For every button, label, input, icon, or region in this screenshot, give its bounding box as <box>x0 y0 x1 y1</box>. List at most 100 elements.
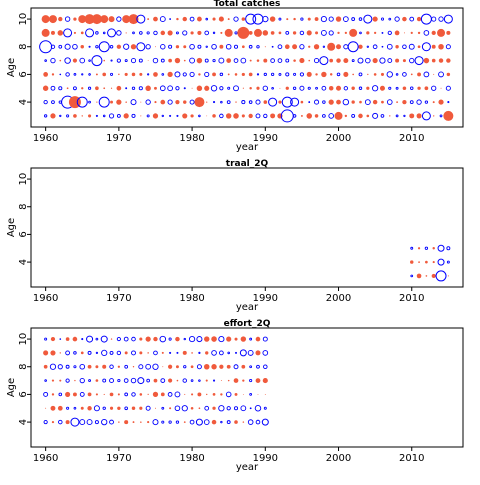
residual-point-negative <box>233 378 239 383</box>
chart-panel-1: Total catches 1960 1970 1980 1990 2000 2010 4 6 8… <box>6 0 464 153</box>
residual-point-negative <box>41 15 50 24</box>
residual-point-positive <box>204 405 210 411</box>
chart-title: effort_2Q <box>224 319 271 329</box>
residual-point-positive <box>174 71 181 78</box>
residual-point-positive <box>204 71 210 77</box>
residual-point-positive <box>131 392 136 397</box>
residual-point-positive <box>322 100 326 104</box>
residual-point-negative <box>241 17 246 21</box>
residual-point-negative <box>176 17 179 21</box>
residual-point-positive <box>446 260 450 264</box>
residual-point-negative <box>131 72 136 77</box>
residual-point-positive <box>189 419 195 425</box>
residual-point-negative <box>447 275 449 277</box>
residual-point-negative <box>279 87 281 89</box>
residual-point-negative <box>314 17 319 21</box>
residual-point-positive <box>364 99 371 105</box>
residual-point-positive <box>167 99 173 105</box>
residual-point-positive <box>233 16 239 22</box>
residual-point-positive <box>98 41 110 53</box>
residual-point-negative <box>124 72 128 76</box>
y-tick-label: 8 <box>18 44 29 50</box>
residual-point-positive <box>313 57 320 64</box>
x-tick-label: 1960 <box>33 453 58 464</box>
residual-point-positive <box>146 31 150 35</box>
residual-point-positive <box>159 85 166 92</box>
residual-point-positive <box>395 114 399 118</box>
residual-point-negative <box>103 87 106 90</box>
residual-point-positive <box>123 378 129 383</box>
residual-point-positive <box>380 114 385 118</box>
residual-point-negative <box>100 15 109 24</box>
residual-point-negative <box>45 407 47 409</box>
residual-point-positive <box>225 391 232 398</box>
residual-point-positive <box>438 71 444 78</box>
residual-point-positive <box>278 72 282 76</box>
residual-point-positive <box>175 86 180 91</box>
residual-point-positive <box>176 351 179 354</box>
residual-point-negative <box>43 364 48 369</box>
residual-point-negative <box>139 351 143 355</box>
residual-point-positive <box>116 58 121 63</box>
residual-point-positive <box>109 419 114 425</box>
residual-point-positive <box>50 85 56 91</box>
residual-point-positive <box>86 335 94 343</box>
plot-frame <box>30 167 464 288</box>
residual-point-positive <box>423 30 430 36</box>
residual-point-negative <box>167 71 173 78</box>
residual-point-negative <box>321 71 327 78</box>
residual-point-positive <box>188 335 196 343</box>
residual-point-negative <box>72 392 77 397</box>
residual-point-negative <box>206 101 208 103</box>
residual-point-negative <box>367 73 369 76</box>
residual-point-negative <box>167 30 173 36</box>
residual-point-negative <box>329 73 333 76</box>
residual-point-positive <box>85 28 95 38</box>
residual-point-positive <box>195 418 203 426</box>
residual-point-positive <box>44 337 48 341</box>
residual-point-positive <box>182 72 187 77</box>
residual-point-positive <box>102 114 106 118</box>
residual-point-negative <box>416 113 422 119</box>
residual-point-positive <box>387 30 392 36</box>
residual-point-negative <box>220 393 223 396</box>
residual-point-negative <box>87 406 92 411</box>
residual-point-negative <box>248 113 253 119</box>
residual-point-positive <box>307 86 311 90</box>
x-tick-label: 1990 <box>253 133 278 144</box>
residual-point-positive <box>139 31 143 35</box>
residual-point-positive <box>255 99 261 105</box>
residual-point-positive <box>212 379 216 382</box>
residual-point-positive <box>211 43 217 50</box>
x-tick-label: 1960 <box>33 133 58 144</box>
residual-point-positive <box>240 405 247 412</box>
residual-point-positive <box>256 364 260 369</box>
residual-point-positive <box>299 44 305 50</box>
residual-point-positive <box>293 72 297 76</box>
residual-point-positive <box>95 114 98 117</box>
residual-point-negative <box>43 350 49 356</box>
residual-point-negative <box>168 58 172 63</box>
residual-point-positive <box>117 378 121 383</box>
residual-point-negative <box>43 72 49 77</box>
residual-point-positive <box>198 379 201 382</box>
residual-point-negative <box>205 379 208 382</box>
residual-point-positive <box>204 30 210 36</box>
residual-point-negative <box>51 421 55 424</box>
residual-point-negative <box>117 365 120 368</box>
residual-point-positive <box>366 45 369 48</box>
residual-point-negative <box>190 365 194 369</box>
y-tick-label: 4 <box>18 99 29 105</box>
residual-point-negative <box>65 391 71 397</box>
residual-point-positive <box>365 57 371 64</box>
residual-point-positive <box>262 336 268 342</box>
residual-point-negative <box>240 336 247 342</box>
residual-point-negative <box>160 99 166 105</box>
residual-point-positive <box>416 99 422 105</box>
residual-point-negative <box>226 58 232 63</box>
residual-point-negative <box>438 43 444 50</box>
residual-point-negative <box>124 351 128 355</box>
residual-point-positive <box>160 58 165 63</box>
residual-point-positive <box>347 41 359 53</box>
residual-point-negative <box>48 15 57 24</box>
